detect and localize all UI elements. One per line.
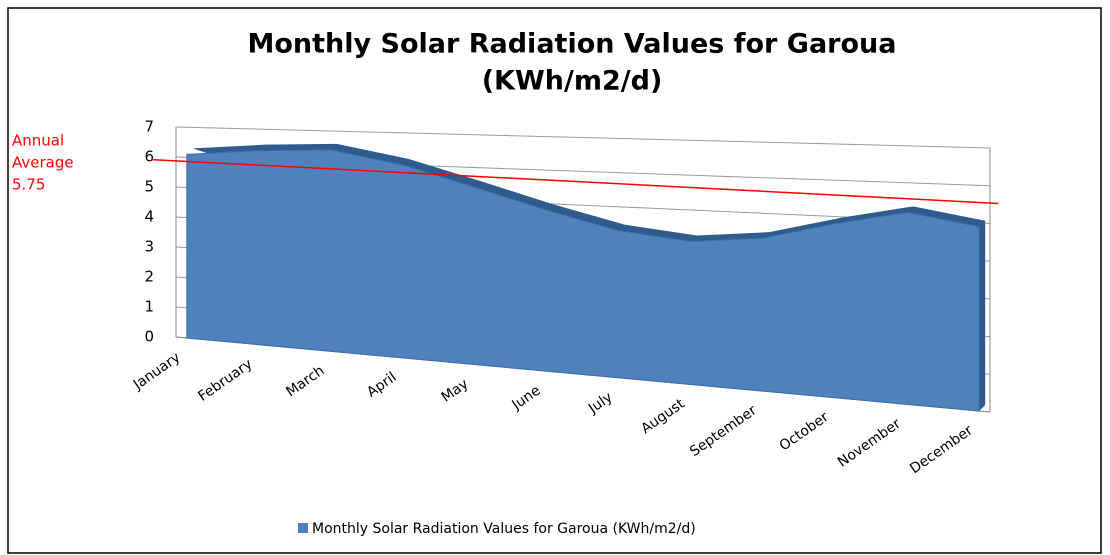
y-tick-label: 6 xyxy=(144,148,154,166)
y-tick-label: 7 xyxy=(144,118,154,136)
legend-label: Monthly Solar Radiation Values for Garou… xyxy=(312,521,696,537)
chart-title: Monthly Solar Radiation Values for Garou… xyxy=(248,29,897,60)
area xyxy=(186,149,980,412)
y-tick-label: 0 xyxy=(144,328,154,346)
y-tick-label: 1 xyxy=(144,298,154,316)
annotation-text: Average xyxy=(12,154,74,172)
legend-swatch xyxy=(298,523,308,533)
y-tick-label: 5 xyxy=(144,178,154,196)
annotation-value: 5.75 xyxy=(12,176,45,194)
grid-line xyxy=(175,126,991,149)
y-tick-label: 4 xyxy=(144,208,154,226)
annotation-text: Annual xyxy=(12,132,64,150)
y-tick-label: 2 xyxy=(144,268,154,286)
y-tick-label: 3 xyxy=(144,238,154,256)
average-line xyxy=(151,158,999,205)
chart-subtitle: (KWh/m2/d) xyxy=(482,66,663,97)
